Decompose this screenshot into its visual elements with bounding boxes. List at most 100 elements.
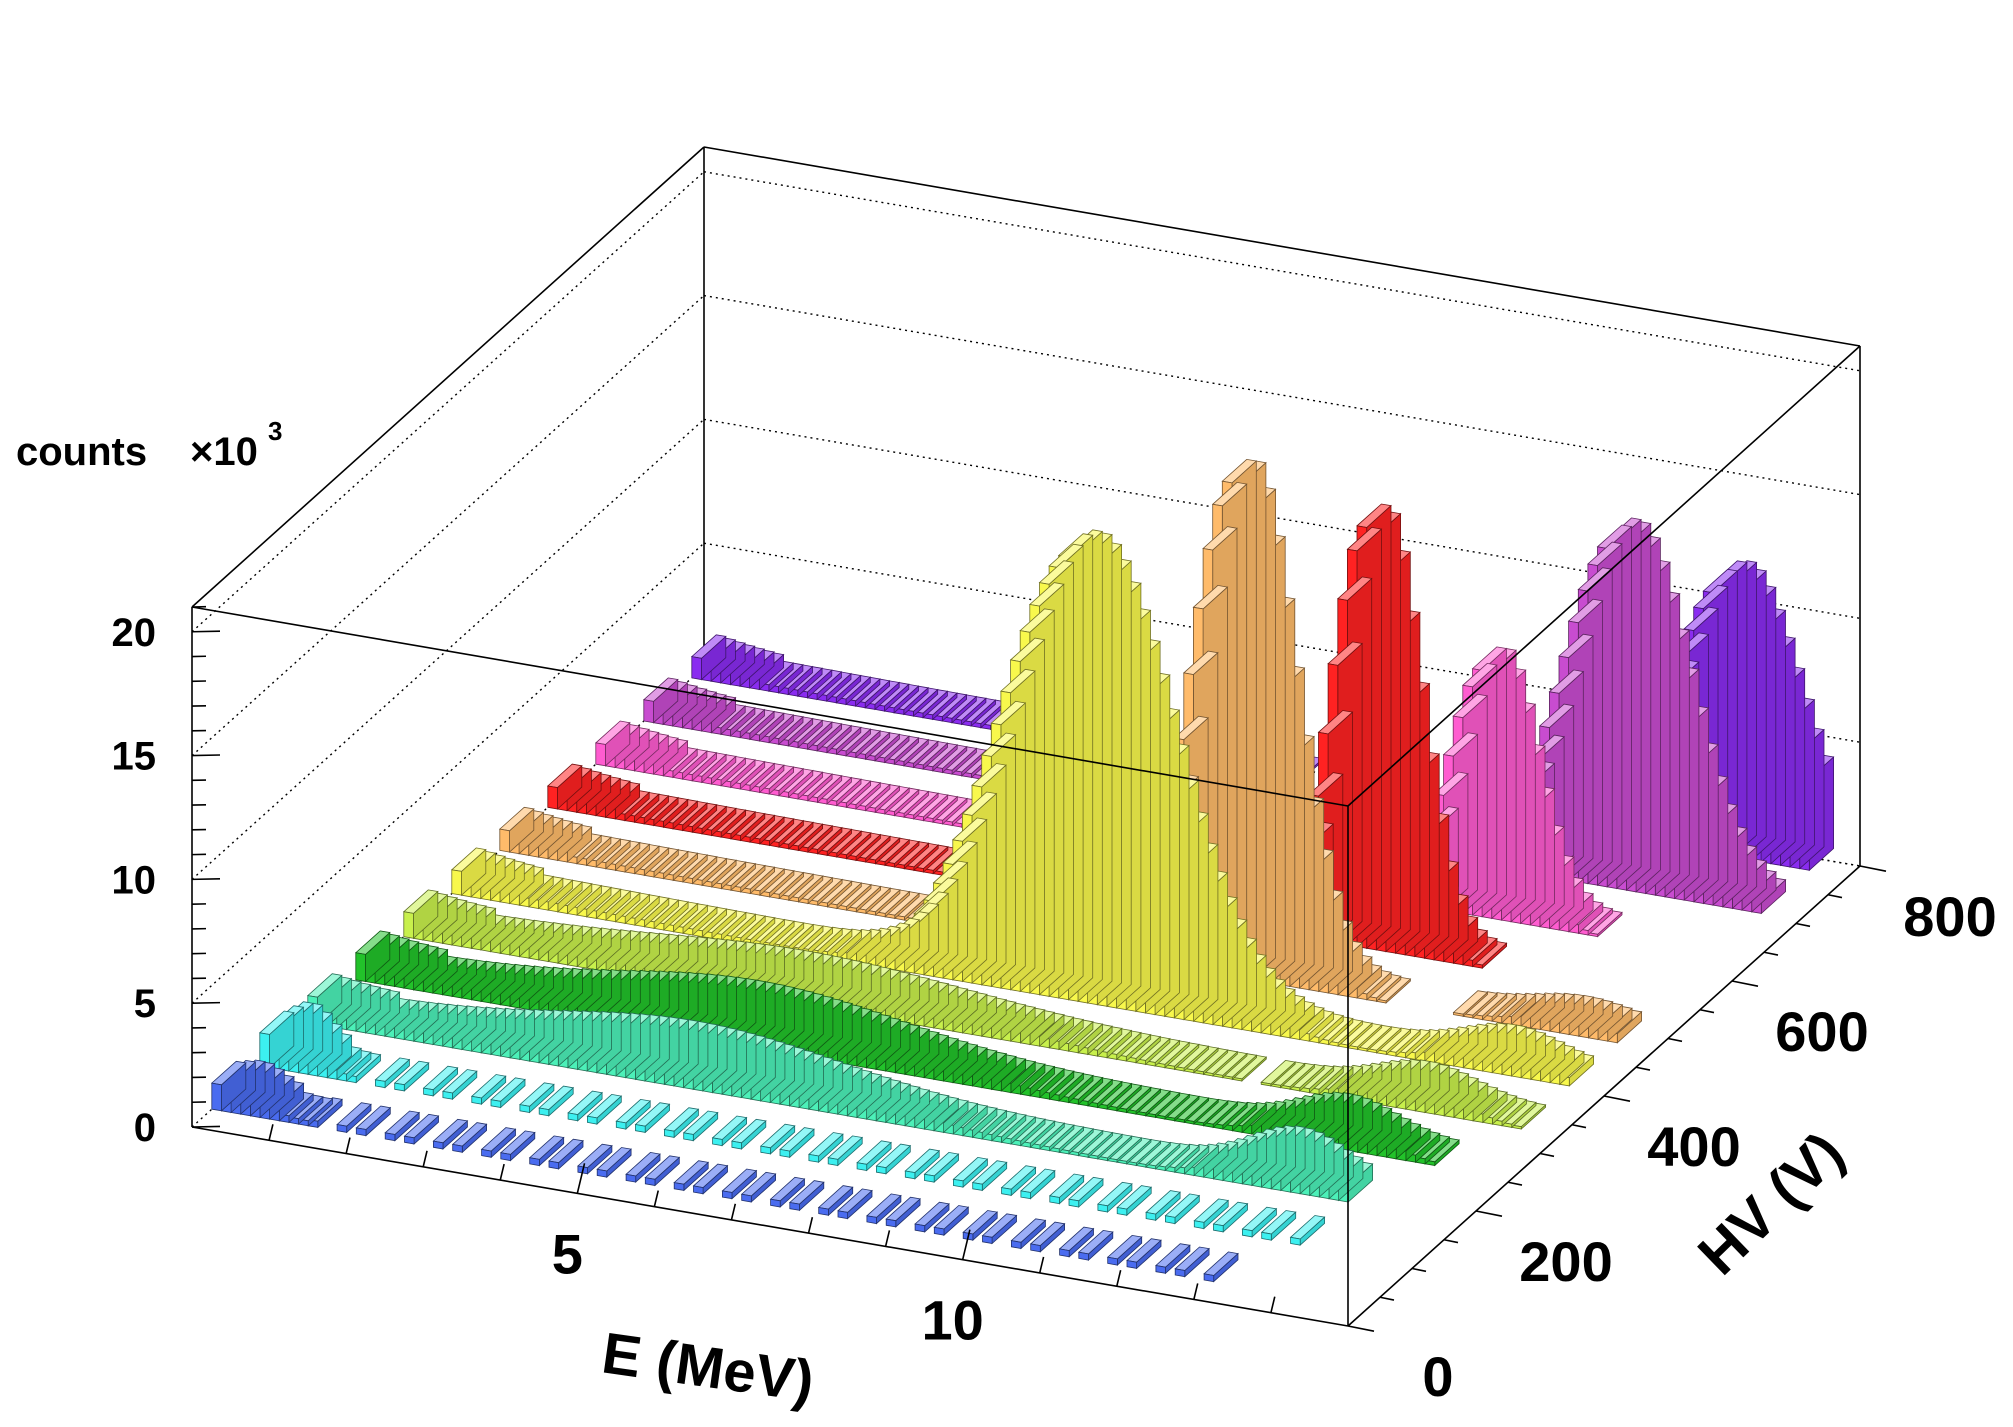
- histogram-bar: [567, 1090, 603, 1122]
- histogram-bar: [768, 870, 805, 900]
- y-tick-label: 200: [1519, 1230, 1612, 1293]
- bar-front: [1107, 1256, 1118, 1266]
- histogram-bar: [788, 1180, 825, 1212]
- histogram-bar: [682, 1110, 719, 1142]
- bar-front: [1193, 1220, 1205, 1230]
- histogram-bar: [866, 1193, 902, 1225]
- bar-front: [1030, 1243, 1041, 1253]
- bar-front: [635, 1124, 646, 1133]
- histogram-bar: [1000, 1165, 1037, 1197]
- bar-front: [1290, 1236, 1301, 1246]
- histogram-bar: [596, 1147, 632, 1179]
- histogram-bar: [1010, 1218, 1047, 1250]
- histogram-bar: [663, 1107, 700, 1139]
- bar-front: [712, 1137, 723, 1147]
- x-minor-tick: [268, 1124, 274, 1141]
- bar-front: [384, 1132, 396, 1142]
- bar-front: [779, 1148, 791, 1158]
- bar-front: [355, 1127, 367, 1137]
- histogram-bar: [1183, 1097, 1220, 1125]
- histogram-bar: [1289, 1215, 1326, 1246]
- bar-front: [1145, 1211, 1157, 1221]
- histogram-bar: [451, 1122, 488, 1154]
- histogram-bar: [1145, 1190, 1181, 1222]
- bar-front: [355, 952, 366, 982]
- histogram-bar: [1174, 1246, 1210, 1278]
- histogram-bar: [962, 1210, 999, 1242]
- histogram-bar: [1173, 1095, 1210, 1124]
- histogram-bar: [1116, 1185, 1153, 1217]
- z-axis-title: counts ×10 3: [16, 416, 282, 474]
- x-minor-tick: [1193, 1283, 1199, 1300]
- y-tick-label: 0: [1422, 1345, 1453, 1408]
- y-tick-label: 800: [1903, 885, 1996, 948]
- y-tick-label: 600: [1775, 1000, 1868, 1063]
- histogram-bar: [1077, 1229, 1114, 1261]
- histogram-bar: [1510, 1102, 1547, 1130]
- histogram-bar: [615, 1098, 652, 1130]
- x-minor-tick: [422, 1150, 428, 1167]
- x-minor-tick: [653, 1190, 660, 1207]
- x-tick-label: 5: [552, 1222, 583, 1285]
- histogram-series-hv-350: [402, 889, 1547, 1130]
- bar-front: [1203, 1273, 1215, 1283]
- bar-front: [404, 1135, 415, 1145]
- bar-front: [1155, 1265, 1166, 1274]
- bar-front: [741, 1193, 752, 1203]
- z-tick-label: 15: [112, 735, 157, 779]
- y-minor-tick: [1443, 1238, 1459, 1244]
- y-minor-tick: [1571, 1123, 1587, 1129]
- histogram-bar: [1241, 1206, 1278, 1238]
- bar-front: [500, 1152, 511, 1162]
- histogram-bar: [1164, 1193, 1201, 1225]
- bar-front: [1242, 1228, 1253, 1238]
- histogram-bar: [875, 1143, 912, 1175]
- z-axis-exponent: 3: [268, 416, 282, 446]
- histogram-bar: [933, 1205, 970, 1237]
- histogram-bar: [355, 1105, 392, 1137]
- histogram-bar: [422, 1065, 459, 1097]
- axis-box-back: [191, 146, 1861, 867]
- y-minor-tick: [1763, 951, 1779, 956]
- bar-front: [866, 1215, 877, 1225]
- histogram-bar: [470, 1074, 507, 1106]
- y-major-tick: [1603, 1095, 1631, 1102]
- z-axis-multiplier: ×10: [190, 430, 258, 474]
- histogram-bar: [538, 1085, 575, 1117]
- histogram-bar: [923, 1151, 960, 1183]
- bar-front: [770, 1198, 781, 1208]
- bar-front: [1097, 1203, 1108, 1213]
- bar-front: [1001, 1187, 1012, 1196]
- bar-front: [452, 1143, 463, 1153]
- bar-front: [567, 1112, 579, 1122]
- x-major-tick: [576, 1163, 586, 1194]
- bar-front: [731, 1140, 742, 1150]
- histogram-bar: [1097, 1181, 1133, 1213]
- histogram-bar: [731, 1118, 767, 1150]
- histogram-bar: [480, 1127, 517, 1159]
- bar-front: [856, 1162, 868, 1171]
- bar-front: [1068, 1198, 1080, 1208]
- histogram-series-hv-200: [306, 973, 1374, 1203]
- bar-front: [760, 1145, 771, 1155]
- histogram-bar: [759, 1123, 796, 1155]
- x-axis-line: [191, 1126, 1349, 1327]
- y-minor-tick: [1635, 1066, 1651, 1071]
- histogram-bar: [1346, 1023, 1383, 1051]
- bar-front: [644, 1177, 656, 1186]
- bar-front: [789, 1202, 800, 1211]
- bar-front: [547, 785, 558, 810]
- bar-front: [451, 869, 462, 896]
- histogram-bar: [740, 1171, 777, 1203]
- z-grid-left-wall: [191, 542, 705, 1004]
- bar-front: [982, 1235, 993, 1244]
- bar-front: [953, 1178, 964, 1188]
- histogram-bar: [498, 806, 535, 853]
- histogram-bar: [384, 1110, 421, 1142]
- z-major-tick: [191, 1125, 221, 1128]
- histogram-bar: [1193, 1198, 1230, 1230]
- histogram-bar: [1212, 1201, 1249, 1233]
- histogram-bar: [1058, 1226, 1095, 1258]
- bar-front: [394, 1082, 405, 1092]
